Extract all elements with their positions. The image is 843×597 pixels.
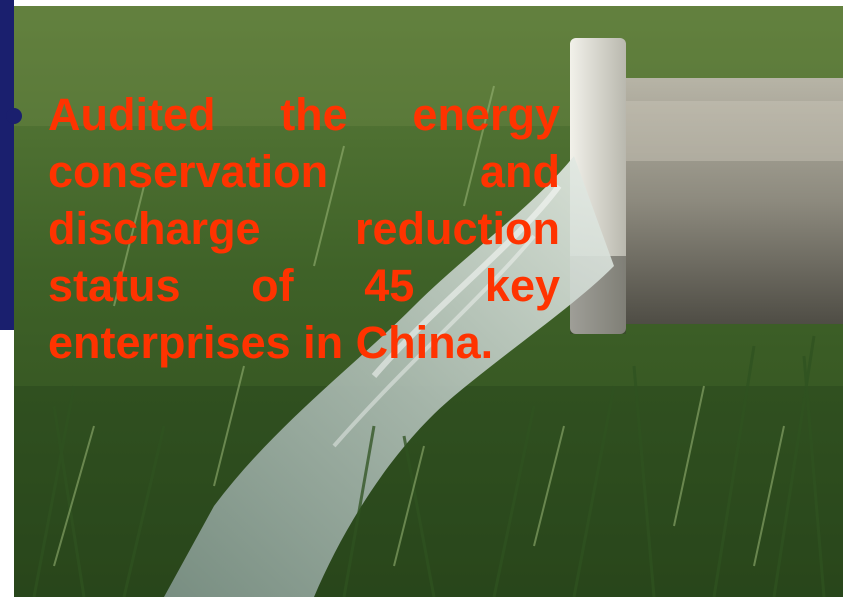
bullet-text: Audited the energy conservation and disc…	[48, 89, 560, 368]
slide-accent-bar	[0, 0, 14, 330]
bullet-dot-icon	[6, 108, 22, 124]
drainage-pipe-in-grass-photo	[14, 6, 843, 597]
background-photo	[14, 6, 843, 597]
